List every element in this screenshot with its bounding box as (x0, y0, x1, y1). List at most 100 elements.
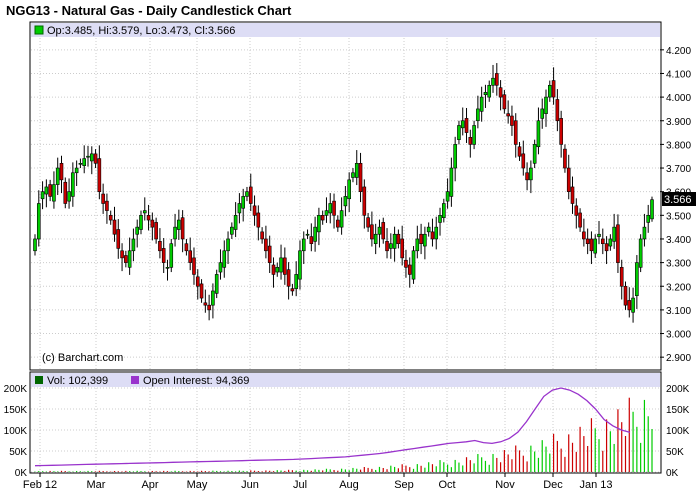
candle-body (343, 196, 348, 207)
volume-bar (481, 457, 483, 472)
price-legend: Op:3.485, Hi:3.579, Lo:3.473, Cl:3.566 (47, 25, 235, 37)
volume-bar (306, 470, 309, 472)
volume-bar (238, 470, 241, 472)
volume-bar (318, 469, 320, 472)
candle-body (479, 96, 484, 112)
candle-body (188, 250, 192, 263)
volume-bar (322, 470, 324, 472)
volume-bar (178, 471, 180, 472)
volume-bar (549, 453, 551, 472)
volume-bar (579, 426, 581, 472)
candle-body (544, 96, 548, 114)
volume-bar (492, 453, 494, 472)
candle-body (71, 172, 75, 197)
volume-bar (515, 445, 517, 472)
x-tick-label: Jul (293, 479, 307, 491)
candle-body (260, 231, 264, 240)
candle-body (332, 200, 336, 216)
volume-bar (140, 471, 142, 472)
volume-bar (556, 440, 558, 472)
candle-body (256, 212, 261, 228)
candle-body (139, 215, 143, 230)
candle-body (563, 148, 567, 169)
candle-body (169, 243, 174, 268)
volume-y-axis: 200K 200K 150K 150K 100K 100K 50K 50K 0K 0K (4, 384, 690, 479)
candle-body (286, 269, 291, 287)
candle-body (638, 238, 643, 268)
volume-bar (545, 446, 547, 472)
oi-legend-swatch (131, 376, 139, 384)
volume-bar (106, 471, 108, 472)
last-price-label: 3.566 (664, 194, 692, 206)
volume-bar (443, 462, 445, 472)
volume-bar (242, 470, 244, 472)
candle-body (195, 276, 200, 287)
candle-body (491, 77, 495, 86)
x-tick-label: Jun (241, 479, 259, 491)
last-price-box (662, 192, 696, 206)
volume-bar (526, 461, 528, 472)
volume-bar (375, 469, 377, 472)
volume-bar (568, 434, 570, 472)
volume-tick-label-right: 200K (666, 384, 690, 395)
candle-body (616, 224, 620, 263)
candle-body (566, 167, 571, 192)
candle-body (101, 193, 105, 204)
volume-bar (405, 465, 407, 472)
candle-body (305, 233, 310, 236)
volume-bar (458, 462, 460, 472)
volume-bar (159, 471, 161, 472)
candle-body (623, 285, 628, 306)
candle-body (33, 238, 37, 252)
candle-body (472, 125, 476, 145)
candle-body (547, 84, 552, 98)
candle-body (233, 215, 238, 230)
volume-bar (416, 464, 418, 472)
volume-tick-label-left: 150K (4, 405, 28, 416)
candle-body (453, 144, 457, 169)
volume-bar (348, 470, 350, 472)
candle-body (283, 257, 287, 275)
candle-body (423, 233, 427, 247)
candle-body (146, 215, 151, 221)
price-tick-label: 3.100 (666, 306, 691, 317)
x-tick-label: Aug (339, 479, 359, 491)
volume-bar (575, 451, 577, 472)
candle-body (275, 267, 280, 273)
candle-body (370, 224, 374, 240)
candle-body (97, 158, 102, 192)
volume-bar (310, 470, 312, 472)
volume-bar (507, 454, 509, 472)
candle-body (551, 80, 556, 98)
volume-bar (412, 468, 415, 472)
volume-bar (587, 445, 589, 472)
volume-bar (552, 433, 555, 472)
candle-body (150, 219, 155, 228)
volume-bar (363, 467, 365, 472)
volume-bar (643, 399, 646, 472)
volume-bar (628, 397, 630, 472)
candle-body (131, 238, 136, 252)
candle-body (521, 153, 526, 169)
candle-body (237, 203, 242, 214)
candle-body (366, 217, 370, 228)
volume-bar (454, 459, 456, 472)
candle-body (74, 167, 79, 174)
volume-bar (621, 422, 623, 472)
volume-bar (359, 469, 362, 472)
candle-body (301, 238, 306, 252)
candle-body (574, 205, 579, 216)
volume-bar (121, 471, 123, 472)
volume-bar (465, 457, 468, 472)
volume-tick-label-left: 200K (4, 384, 28, 395)
volume-bar (98, 470, 100, 472)
candle-body (510, 115, 514, 126)
volume-bar (477, 454, 479, 472)
price-tick-label: 2.900 (666, 353, 691, 364)
candle-body (165, 267, 170, 269)
open-interest-line (34, 387, 631, 467)
volume-bar (269, 470, 271, 472)
candle-body (540, 108, 545, 119)
volume-bar (484, 460, 487, 472)
candle-body (483, 92, 488, 96)
